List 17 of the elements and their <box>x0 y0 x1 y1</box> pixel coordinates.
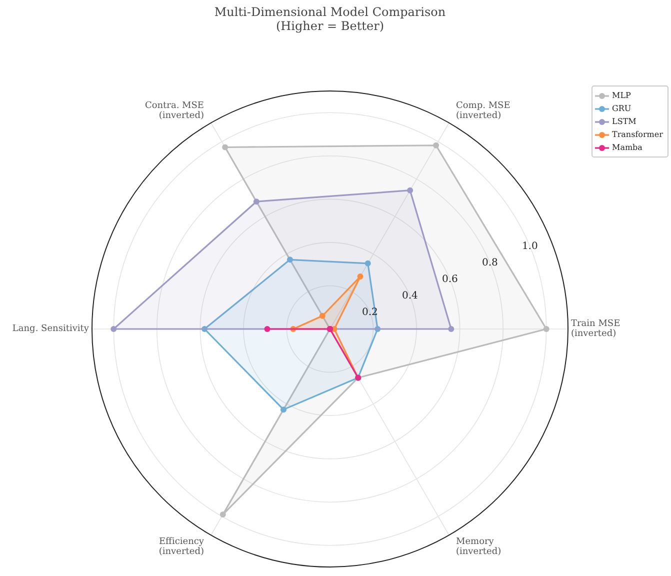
spoke-label: Lang. Sensitivity <box>12 324 90 334</box>
y-tick-label: 0.6 <box>442 274 458 285</box>
chart-title: Multi-Dimensional Model Comparison (Higher = Better) <box>214 5 446 33</box>
y-tick-label: 0.8 <box>482 257 498 268</box>
legend-label: Mamba <box>612 143 643 152</box>
y-tick-label: 0.4 <box>402 290 418 302</box>
legend-label: LSTM <box>612 117 636 126</box>
y-tick-label: 1.0 <box>522 240 538 252</box>
spoke-label: Memory (inverted) <box>456 538 502 558</box>
y-tick-label: 0.2 <box>362 307 378 318</box>
legend-label: Transformer <box>612 130 664 140</box>
spoke-label: Comp. MSE (inverted) <box>456 101 510 122</box>
legend-label: MLP <box>612 91 632 100</box>
spoke-label: Contra. MSE (inverted) <box>144 101 204 122</box>
spoke-label: Train MSE (inverted) <box>571 319 620 340</box>
spoke-label: Efficiency (inverted) <box>158 538 205 558</box>
legend-label: GRU <box>612 104 632 114</box>
